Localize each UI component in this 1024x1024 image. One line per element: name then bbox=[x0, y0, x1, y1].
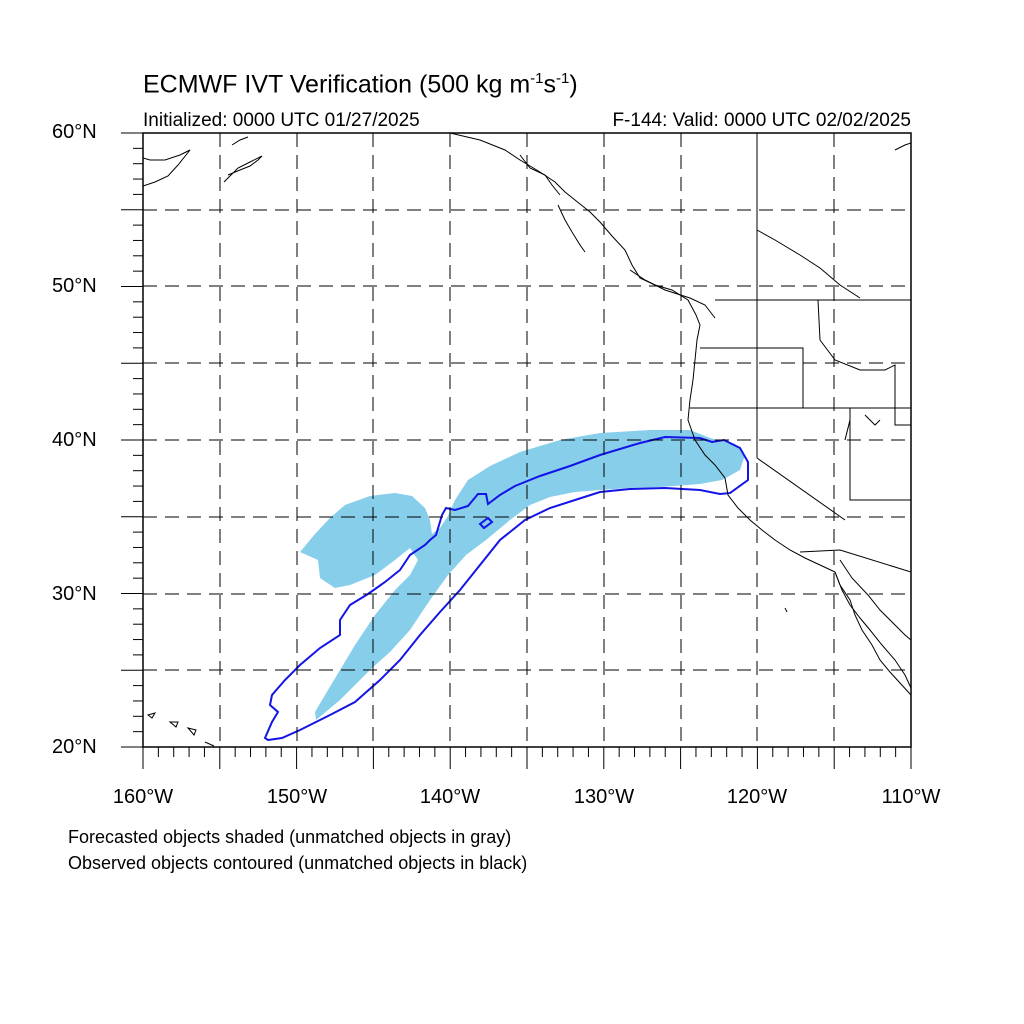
lon-label-120w: 120°W bbox=[726, 786, 788, 808]
chart-title: ECMWF IVT Verification (500 kg m-1s-1) bbox=[143, 70, 578, 99]
forecast-object-shading bbox=[300, 430, 745, 720]
lon-label-160w: 160°W bbox=[112, 786, 174, 808]
lat-label-60n: 60°N bbox=[52, 121, 97, 143]
graticule bbox=[143, 133, 911, 747]
lat-label-30n: 30°N bbox=[52, 583, 97, 605]
lat-label-20n: 20°N bbox=[52, 736, 97, 758]
lon-label-150w: 150°W bbox=[266, 786, 328, 808]
valid-time-label: F-144: Valid: 0000 UTC 02/02/2025 bbox=[612, 110, 911, 131]
lon-label-110w: 110°W bbox=[881, 786, 941, 808]
lat-label-40n: 40°N bbox=[52, 429, 97, 451]
initialized-label: Initialized: 0000 UTC 01/27/2025 bbox=[143, 110, 420, 131]
observed-object-small-contour bbox=[478, 516, 494, 530]
legend-forecast-note: Forecasted objects shaded (unmatched obj… bbox=[68, 827, 512, 847]
lat-label-50n: 50°N bbox=[52, 275, 97, 297]
lon-label-130w: 130°W bbox=[573, 786, 635, 808]
axis-ticks bbox=[121, 132, 912, 769]
legend-observed-note: Observed objects contoured (unmatched ob… bbox=[68, 853, 528, 873]
lon-label-140w: 140°W bbox=[419, 786, 481, 808]
observed-object-contour bbox=[263, 435, 749, 742]
